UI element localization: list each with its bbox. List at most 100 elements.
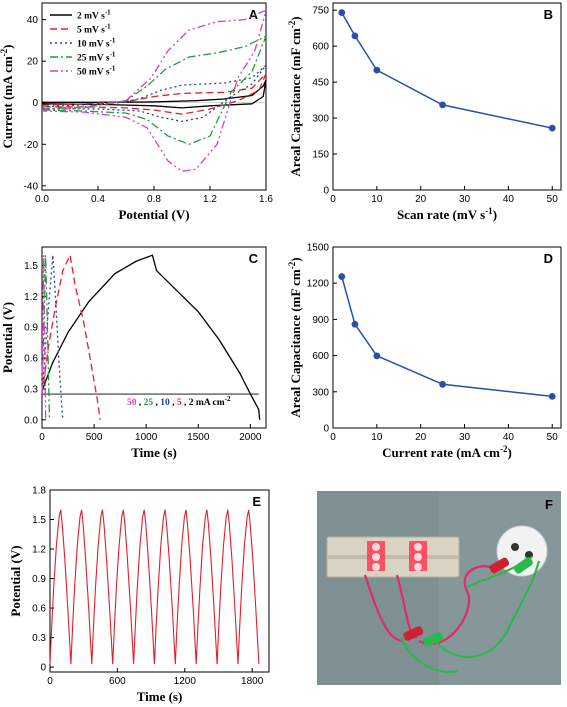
y-axis-label-main: Potential (V) <box>0 302 15 373</box>
x-axis-label-sup: -1 <box>485 206 493 216</box>
data-point-4 <box>548 392 556 400</box>
y-axis-label-end: ) <box>0 44 15 48</box>
y-tick-label: 600 <box>312 351 329 362</box>
x-axis-label-main: Scan rate (mV s <box>397 207 485 222</box>
x-tick-label: 40 <box>503 194 515 205</box>
data-point-3 <box>439 380 447 388</box>
x-tick-label: 600 <box>109 676 126 687</box>
legend-label-3: 25 mV s-1 <box>77 51 116 64</box>
y-tick-label: 1500 <box>307 243 330 254</box>
x-tick-label: 0.0 <box>35 194 49 205</box>
capacitance-line <box>341 12 553 129</box>
legend-label-4: 50 mV s-1 <box>77 65 116 78</box>
x-axis-label-sup: -2 <box>500 444 508 454</box>
rate-separator: , <box>182 398 189 408</box>
y-tick-label: 0.3 <box>24 384 38 395</box>
y-tick-label: 0.0 <box>24 415 38 426</box>
rate-label-0: 50 <box>127 398 137 408</box>
panel-c-galvanostatic-curves: 0 500 1000 1500 2000 0.0 0.3 0.6 0.9 1.2 1.5 Time (… <box>0 246 267 460</box>
gcd-series-0 <box>41 254 261 420</box>
y-tick-label: 0.9 <box>24 323 38 334</box>
y-axis-label: Current (mA cm-2) <box>0 44 15 148</box>
x-tick-label: 1800 <box>241 676 264 687</box>
y-axis-label-end: ) <box>288 257 303 261</box>
x-tick-label: 2000 <box>239 432 262 443</box>
panel-label: D <box>544 251 553 266</box>
x-tick-label: 1000 <box>135 432 158 443</box>
x-tick-label: 1200 <box>174 676 197 687</box>
gcd-series-4 <box>41 255 47 420</box>
gcd-series-3 <box>41 255 51 420</box>
y-axis-label-end: ) <box>288 16 303 20</box>
x-tick-label: 0 <box>39 432 45 443</box>
legend-sup: -1 <box>105 9 111 17</box>
x-tick-label: 20 <box>415 432 427 443</box>
x-tick-label: 10 <box>371 432 383 443</box>
y-axis-label: Areal Capacitance (mF cm-2) <box>287 16 303 176</box>
y-tick-label: 300 <box>312 114 329 125</box>
y-tick-label: 750 <box>312 6 329 17</box>
x-tick-label: 0 <box>330 194 336 205</box>
gcd-series-1 <box>41 253 101 420</box>
y-tick-label: -40 <box>24 181 39 192</box>
y-axis-label-main: Areal Capacitance (mF cm <box>288 269 303 418</box>
x-tick-label: 0 <box>330 432 336 443</box>
led-array <box>367 541 427 571</box>
x-tick-label: 50 <box>547 432 559 443</box>
legend-main: 25 mV s <box>77 54 110 64</box>
supercapacitor-device <box>496 525 548 577</box>
y-tick-label: 0 <box>323 424 329 435</box>
y-tick-label: 0 <box>323 186 329 197</box>
plot-frame <box>49 489 270 673</box>
panel-e-cycling-curves: 0 600 1200 1800 0 0.3 0.6 0.9 1.2 1.5 1.8 Time (s) P… <box>8 486 270 704</box>
photo-illustration <box>317 491 561 685</box>
y-tick-label: 0.6 <box>32 604 46 615</box>
legend-sup: -1 <box>105 23 111 31</box>
x-axis-label-main: Potential (V) <box>118 207 189 222</box>
x-tick-label: 20 <box>415 194 427 205</box>
rate-separator: , <box>137 398 144 408</box>
x-tick-label: 0.4 <box>91 194 105 205</box>
y-axis-label-sup: -2 <box>0 48 9 56</box>
y-axis-label-main: Potential (V) <box>8 545 23 616</box>
x-tick-label: 1.2 <box>203 194 217 205</box>
x-tick-label: 500 <box>86 432 103 443</box>
plot-frame <box>332 2 562 191</box>
x-axis-label-end: ) <box>493 207 497 222</box>
y-tick-label: 0 <box>32 98 38 109</box>
x-axis-label: Scan rate (mV s-1) <box>397 206 497 222</box>
y-tick-label: 1.5 <box>24 261 38 272</box>
legend-label-2: 10 mV s-1 <box>77 37 116 50</box>
y-tick-label: 1.2 <box>24 292 38 303</box>
legend-sup: -1 <box>110 37 116 45</box>
panel-f-label: F <box>545 497 553 512</box>
cv-series-4 <box>41 10 267 172</box>
x-tick-label: 40 <box>503 432 515 443</box>
y-axis-label-main: Current (mA cm <box>0 56 15 148</box>
y-axis-label: Potential (V) <box>0 302 15 373</box>
capacitance-line <box>341 276 553 398</box>
x-tick-label: 50 <box>547 194 559 205</box>
y-axis-label: Potential (V) <box>8 545 23 616</box>
panel-d-capacitance-vs-current-rate: 0 10 20 30 40 50 0 300 600 900 1200 1500 Current rat… <box>287 243 562 460</box>
y-tick-label: 300 <box>312 387 329 398</box>
legend-label-0: 2 mV s-1 <box>77 9 111 22</box>
x-axis-label-main: Current rate (mA cm <box>382 445 500 460</box>
x-axis-label-main: Time (s) <box>137 689 183 704</box>
cycling-line <box>49 509 260 665</box>
panel-f-photo-led-demo: F <box>317 491 561 685</box>
y-tick-label: 0.6 <box>24 354 38 365</box>
y-tick-label: 1200 <box>307 279 330 290</box>
y-tick-label: 600 <box>312 42 329 53</box>
legend-main: 5 mV s <box>77 26 105 36</box>
rate-label-2: 10 <box>160 398 170 408</box>
rate-legend: 50 , 25 , 10 , 5 , 2 mA cm-2 <box>127 395 231 408</box>
cv-series-2 <box>41 64 267 123</box>
x-tick-label: 30 <box>459 432 471 443</box>
legend-main: 50 mV s <box>77 68 110 78</box>
y-axis-label-main: Areal Capacitance (mF cm <box>288 28 303 177</box>
data-point-2 <box>373 352 381 360</box>
legend-label-1: 5 mV s-1 <box>77 23 111 36</box>
y-axis-label-sup: -2 <box>287 20 297 28</box>
